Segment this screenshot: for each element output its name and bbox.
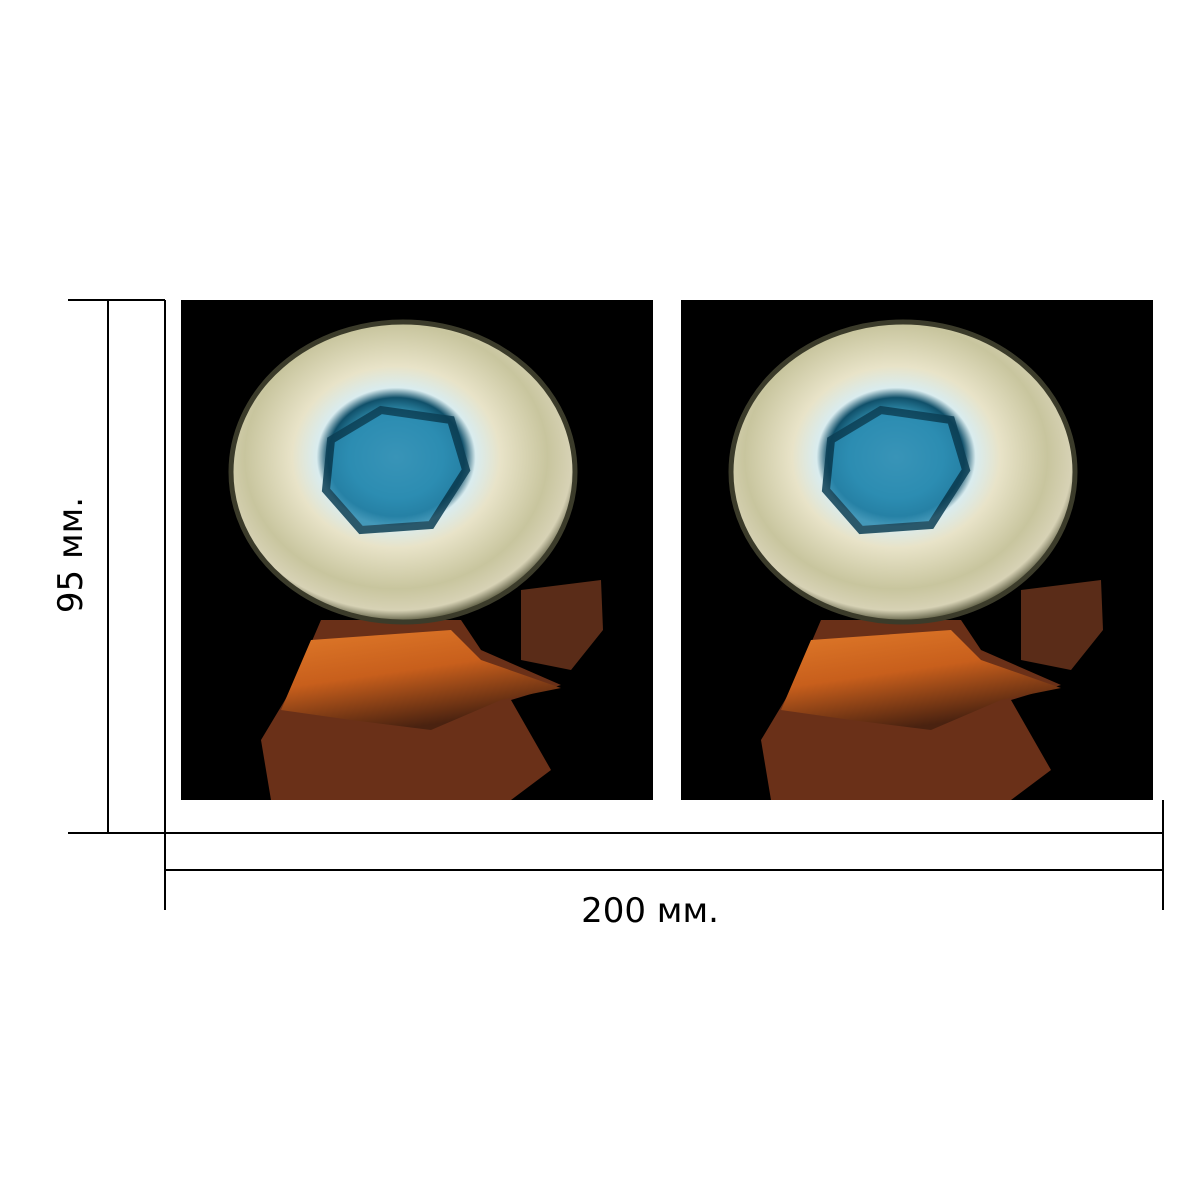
width-label: 200 мм. [581, 891, 719, 931]
photo-left [181, 300, 653, 800]
photo-right [681, 300, 1153, 800]
height-label: 95 мм. [51, 497, 91, 613]
